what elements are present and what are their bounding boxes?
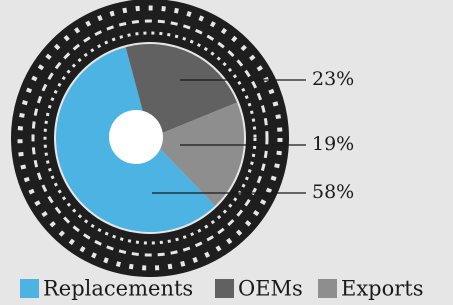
- legend: Replacements OEMs Exports: [20, 277, 424, 301]
- value-label: 58%: [312, 181, 354, 203]
- legend-label: OEMs: [238, 277, 303, 301]
- chart: 58% 23% 19% Replacements OEMs Exports: [0, 0, 453, 305]
- hole: [109, 110, 163, 164]
- legend-label: Replacements: [43, 277, 193, 301]
- slices: [56, 44, 244, 232]
- page: {"chart_data": {"type": "pie", "categori…: [0, 0, 453, 305]
- legend-swatch: [20, 279, 39, 298]
- legend-label: Exports: [341, 277, 424, 301]
- legend-swatch: [215, 279, 234, 298]
- value-label: 23%: [312, 68, 354, 90]
- legend-swatch: [318, 279, 337, 298]
- value-label: 19%: [312, 133, 354, 155]
